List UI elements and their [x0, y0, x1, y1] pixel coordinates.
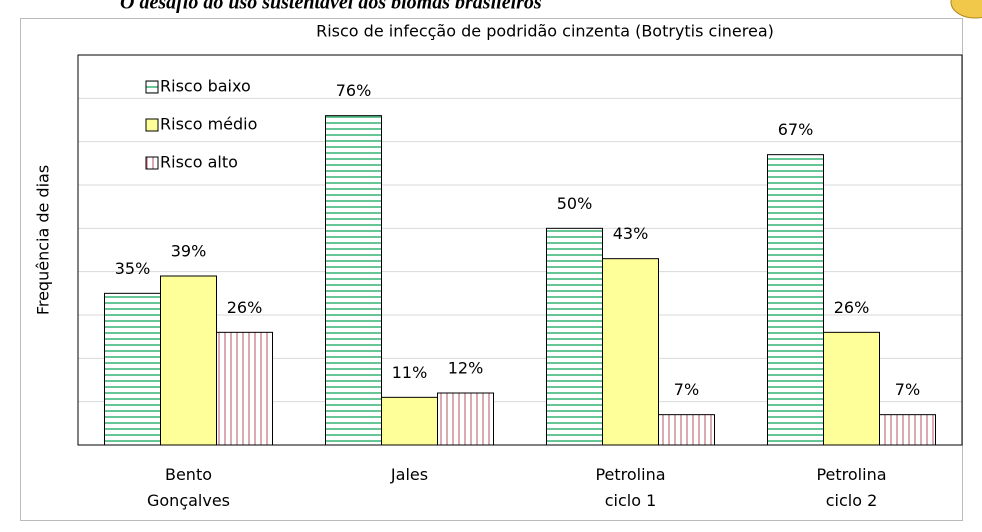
- bar: [325, 115, 382, 446]
- x-tick-label: Bento Gonçalves: [146, 465, 231, 510]
- legend-label: Risco baixo: [160, 77, 251, 96]
- value-label: 26%: [834, 298, 870, 317]
- legend-label: Risco alto: [160, 153, 238, 172]
- value-label: 12%: [448, 359, 484, 378]
- bar: [879, 414, 936, 446]
- bar: [437, 392, 494, 446]
- legend-swatch: [145, 156, 159, 170]
- value-label: 50%: [557, 194, 593, 213]
- value-label: 67%: [778, 120, 814, 139]
- value-label: 7%: [674, 380, 699, 399]
- bar: [381, 396, 438, 446]
- value-label: 43%: [613, 224, 649, 243]
- bar: [602, 258, 659, 446]
- value-label: 39%: [171, 242, 207, 261]
- bar: [160, 275, 217, 446]
- bar: [823, 331, 880, 446]
- value-label: 7%: [895, 380, 920, 399]
- legend-swatch: [145, 118, 159, 132]
- value-label: 11%: [392, 363, 428, 382]
- bar: [216, 331, 273, 446]
- bar: [658, 414, 715, 446]
- legend-label: Risco médio: [160, 115, 257, 134]
- legend-swatch: [145, 80, 159, 94]
- value-label: 26%: [227, 298, 263, 317]
- bar: [767, 154, 824, 446]
- x-tick-label: Petrolina ciclo 1: [595, 465, 666, 510]
- y-axis-label: Frequência de dias: [34, 165, 53, 315]
- x-tick-label: Petrolina ciclo 2: [816, 465, 887, 510]
- bar: [546, 227, 603, 446]
- page-header: O desafio do uso sustentável dos biomas …: [120, 0, 542, 14]
- value-label: 35%: [115, 259, 151, 278]
- chart-title: Risco de infecção de podridão cinzenta (…: [316, 22, 774, 41]
- logo: [950, 0, 982, 19]
- plot-border: [77, 54, 963, 446]
- bar: [104, 292, 161, 446]
- x-tick-label: Jales: [390, 465, 429, 484]
- value-label: 76%: [336, 81, 372, 100]
